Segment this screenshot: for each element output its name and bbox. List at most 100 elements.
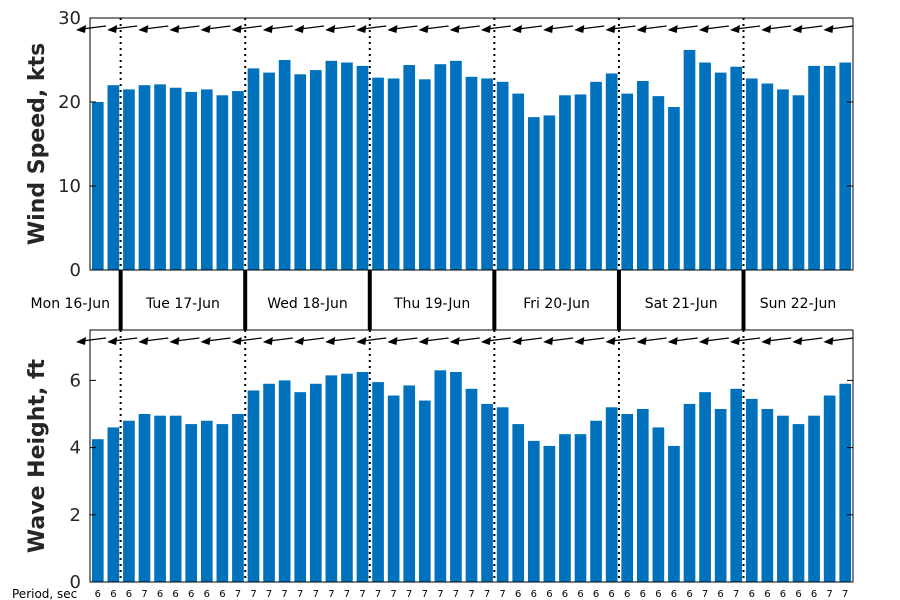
direction-arrow-icon [107,337,138,345]
period-label: 7 [702,589,708,600]
bar [683,403,696,582]
day-label: Fri 20-Jun [523,296,590,312]
period-label: 7 [499,589,505,600]
bar [263,383,275,582]
direction-arrow-icon [792,337,823,345]
bar [621,414,634,582]
bar [185,91,198,270]
day-label: Sun 22-Jun [760,296,837,312]
bar [714,72,727,270]
direction-arrow-icon [262,25,293,33]
period-label: 7 [453,589,459,600]
bar [559,95,571,270]
bar [823,65,836,270]
bar [512,424,525,582]
bar [434,370,447,582]
direction-arrow-icon [169,337,200,345]
period-label: 6 [780,589,786,600]
direction-arrow-icon [200,337,231,345]
direction-arrow-icon [138,25,169,33]
period-label: 7 [468,589,474,600]
bar [247,390,260,582]
bar [418,79,431,270]
direction-arrow-icon [605,337,636,345]
direction-arrow-icon [418,337,449,345]
bar [247,68,260,271]
bar [512,93,525,270]
bar [745,78,758,270]
period-label: 7 [328,589,334,600]
bar [777,415,789,582]
period-label: 6 [577,589,583,600]
direction-arrow-icon [761,337,792,345]
period-label: 7 [375,589,381,600]
bar [496,81,509,270]
direction-arrow-icon [387,25,418,33]
bar [683,49,696,270]
bar [154,415,166,582]
direction-arrow-icon [512,337,543,345]
period-label: 7 [281,589,287,600]
bar [403,385,416,582]
day-label: Wed 18-Jun [267,296,348,312]
bar [216,95,229,270]
bar [714,408,727,582]
period-label: 6 [562,589,568,600]
bar [372,77,384,270]
bar [574,434,587,582]
bar [200,89,213,271]
direction-arrow-icon [231,25,262,33]
bar [232,91,244,270]
bar [808,415,820,582]
period-label: 6 [795,589,801,600]
period-label: 6 [717,589,723,600]
day-label: Thu 19-Jun [393,296,470,312]
period-label: 7 [297,589,303,600]
day-label: Tue 17-Jun [145,296,220,312]
wave-height-panel: 0 2 4 6 Wave Height, ft [25,329,854,593]
direction-arrow-icon [449,337,480,345]
period-label: 6 [655,589,661,600]
direction-arrow-icon [138,337,169,345]
bar [154,84,166,270]
period-label: 7 [733,589,739,600]
bar [465,388,478,582]
bar [590,81,602,270]
bar [761,83,774,271]
period-label: 6 [204,589,210,600]
period-label: 7 [250,589,256,600]
direction-arrow-icon [231,337,262,345]
direction-arrow-icon [294,25,325,33]
bar [138,85,151,270]
bar [652,427,665,582]
y-tick-label: 10 [58,176,81,197]
bar [839,383,852,582]
bar [621,93,634,270]
direction-arrow-icon [543,337,574,345]
period-label: 6 [172,589,178,600]
wind-speed-panel: 0 10 20 30 Wind Speed, kts [25,8,854,281]
period-label: 6 [593,589,599,600]
period-axis-title: Period, sec [12,587,77,600]
bar [777,89,789,271]
bar [294,74,307,270]
direction-arrow-icon [698,337,729,345]
bar [590,420,602,582]
direction-arrow-icon [418,25,449,33]
bar [450,60,462,271]
direction-arrow-icon [356,25,387,33]
y-tick-label: 30 [58,8,81,29]
bar [605,73,618,270]
bar [636,81,649,270]
y-axis-label: Wind Speed, kts [25,43,50,245]
direction-arrow-icon [636,25,667,33]
period-label: 7 [484,589,490,600]
day-label: Sat 21-Jun [645,296,718,312]
direction-arrow-icon [574,25,605,33]
day-label: Mon 16-Jun [31,296,111,312]
bar [91,102,104,270]
direction-arrow-icon [262,337,293,345]
period-label: 6 [515,589,521,600]
axis-box [89,329,854,583]
